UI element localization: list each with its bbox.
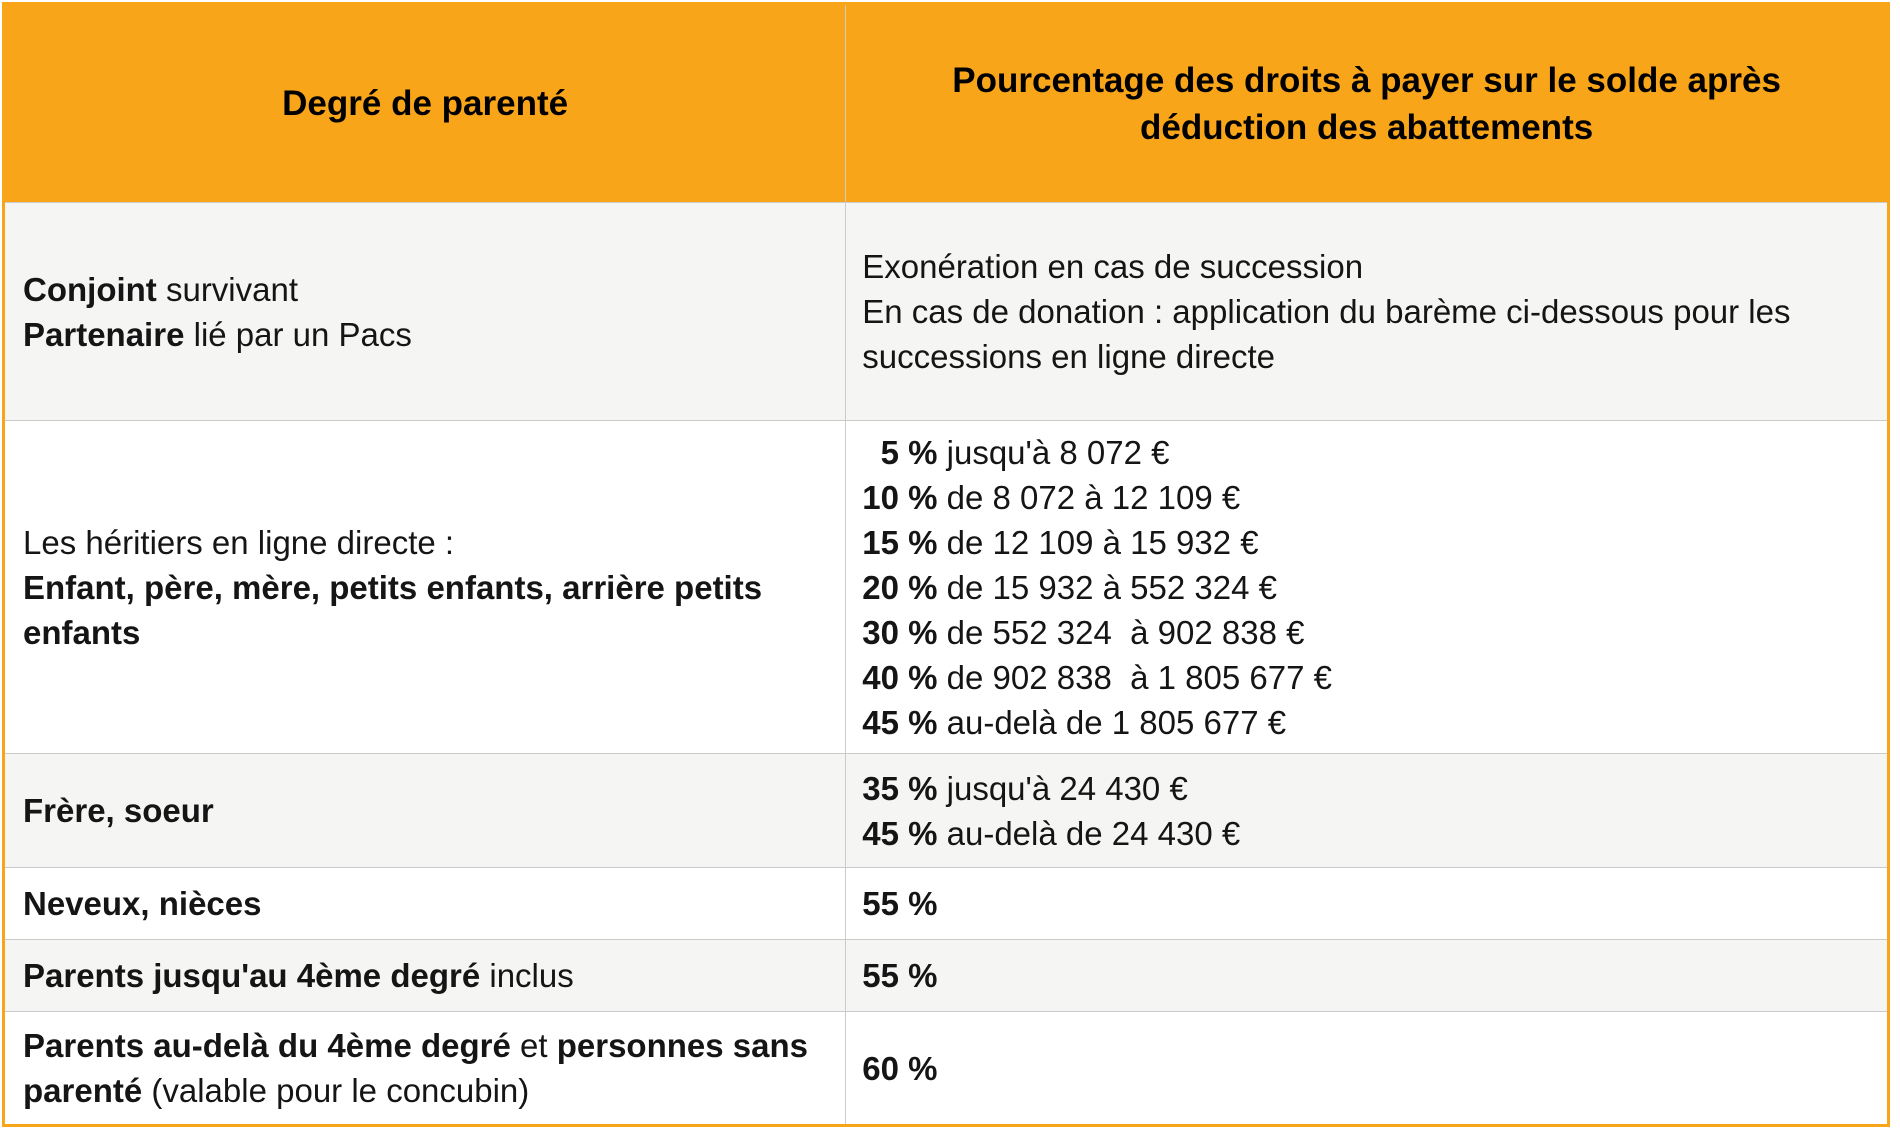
cell-parents-jusquau-4eme-degre-left: Parents jusqu'au 4ème degré inclus — [5, 939, 847, 1011]
text-segment: et — [510, 1027, 557, 1064]
text-segment: survivant — [156, 270, 299, 308]
text-line: 35 % jusqu'à 24 430 € — [862, 766, 1867, 811]
text-segment: En cas de donation : application du barè… — [862, 293, 1800, 375]
text-segment: lié par un Pacs — [184, 315, 412, 353]
text-line: Parents au-delà du 4ème degré et personn… — [23, 1023, 831, 1113]
text-line: 5 % jusqu'à 8 072 € — [862, 430, 1867, 475]
text-segment: Les héritiers en ligne directe : — [23, 523, 455, 561]
cell-heritiers-ligne-directe-right: 5 % jusqu'à 8 072 €10 % de 8 072 à 12 10… — [846, 420, 1887, 753]
bold-text-segment: 45 % — [862, 814, 938, 852]
text-segment: de 12 109 à 15 932 € — [937, 523, 1259, 561]
text-line: 40 % de 902 838 à 1 805 677 € — [862, 655, 1867, 700]
text-line: 15 % de 12 109 à 15 932 € — [862, 520, 1867, 565]
bold-text-segment: 10 % — [862, 478, 938, 516]
text-segment: de 552 324 à 902 838 € — [937, 613, 1305, 651]
bold-text-segment: Parents au-delà du 4ème degré — [23, 1027, 511, 1064]
header-pourcentage-droits: Pourcentage des droits à payer sur le so… — [846, 5, 1887, 202]
cell-neveux-nieces-left: Neveux, nièces — [5, 867, 847, 939]
text-line: 55 % — [862, 953, 1867, 998]
bold-text-segment: Parents jusqu'au 4ème degré — [23, 957, 481, 994]
text-segment: de 15 932 à 552 324 € — [937, 568, 1277, 606]
text-line: 10 % de 8 072 à 12 109 € — [862, 475, 1867, 520]
bold-text-segment: 55 % — [862, 957, 938, 994]
bold-text-segment: 40 % — [862, 658, 938, 696]
cell-parents-au-dela-4eme-degre-right: 60 % — [846, 1011, 1887, 1124]
cell-parents-au-dela-4eme-degre-left: Parents au-delà du 4ème degré et personn… — [5, 1011, 847, 1124]
bold-text-segment: 5 % — [862, 433, 938, 471]
text-line: 30 % de 552 324 à 902 838 € — [862, 610, 1867, 655]
text-segment: jusqu'à 8 072 € — [937, 433, 1170, 471]
cell-heritiers-ligne-directe-left: Les héritiers en ligne directe : Enfant, … — [5, 420, 847, 753]
bold-text-segment: Partenaire — [23, 315, 185, 353]
text-line: Frère, soeur — [23, 788, 831, 833]
text-line: Exonération en cas de succession — [862, 244, 1867, 289]
bold-text-segment: 30 % — [862, 613, 938, 651]
bold-text-segment: Enfant, père, mère, petits enfants, arri… — [23, 568, 772, 651]
text-line: Neveux, nièces — [23, 881, 831, 926]
bold-text-segment: 35 % — [862, 769, 938, 807]
bold-text-segment: 55 % — [862, 885, 938, 922]
text-line: 60 % — [862, 1046, 1867, 1091]
text-segment: de 902 838 à 1 805 677 € — [937, 658, 1332, 696]
text-line: 45 % au-delà de 1 805 677 € — [862, 700, 1867, 745]
text-line: En cas de donation : application du barè… — [862, 289, 1867, 379]
bold-text-segment: 45 % — [862, 703, 938, 741]
bold-text-segment: 15 % — [862, 523, 938, 561]
text-line: Parents jusqu'au 4ème degré inclus — [23, 953, 831, 998]
text-line: 20 % de 15 932 à 552 324 € — [862, 565, 1867, 610]
text-segment: inclus — [480, 957, 574, 994]
bold-text-segment: 20 % — [862, 568, 938, 606]
text-segment: Exonération en cas de succession — [862, 248, 1364, 285]
text-line: Partenaire lié par un Pacs — [23, 312, 831, 357]
cell-frere-soeur-left: Frère, soeur — [5, 753, 847, 867]
bold-text-segment: Conjoint — [23, 270, 157, 308]
text-segment: jusqu'à 24 430 € — [937, 769, 1188, 807]
text-segment: (valable pour le concubin) — [142, 1072, 530, 1109]
text-line: Les héritiers en ligne directe : — [23, 520, 831, 565]
cell-conjoint-pacs-right: Exonération en cas de succession En cas d… — [846, 202, 1887, 420]
bold-text-segment: personnes sans parenté — [23, 1027, 818, 1109]
text-line: Enfant, père, mère, petits enfants, arri… — [23, 565, 831, 655]
header-degre-de-parente: Degré de parenté — [5, 5, 847, 202]
text-line: 55 % — [862, 881, 1867, 926]
header-degre-de-parente-label: Degré de parenté — [282, 84, 569, 123]
header-pourcentage-droits-label: Pourcentage des droits à payer sur le so… — [952, 60, 1781, 147]
bold-text-segment: 60 % — [862, 1049, 938, 1087]
cell-neveux-nieces-right: 55 % — [846, 867, 1887, 939]
bold-text-segment: Frère, soeur — [23, 792, 214, 829]
cell-parents-jusquau-4eme-degre-right: 55 % — [846, 939, 1887, 1011]
cell-frere-soeur-right: 35 % jusqu'à 24 430 €45 % au-delà de 24 … — [846, 753, 1887, 867]
text-segment: au-delà de 1 805 677 € — [937, 703, 1287, 741]
text-line: 45 % au-delà de 24 430 € — [862, 811, 1867, 856]
bold-text-segment: Neveux, nièces — [23, 885, 262, 922]
text-segment: au-delà de 24 430 € — [937, 814, 1241, 852]
text-line: Conjoint survivant — [23, 267, 831, 312]
text-segment: de 8 072 à 12 109 € — [937, 478, 1241, 516]
cell-conjoint-pacs-left: Conjoint survivant Partenaire lié par un … — [5, 202, 847, 420]
